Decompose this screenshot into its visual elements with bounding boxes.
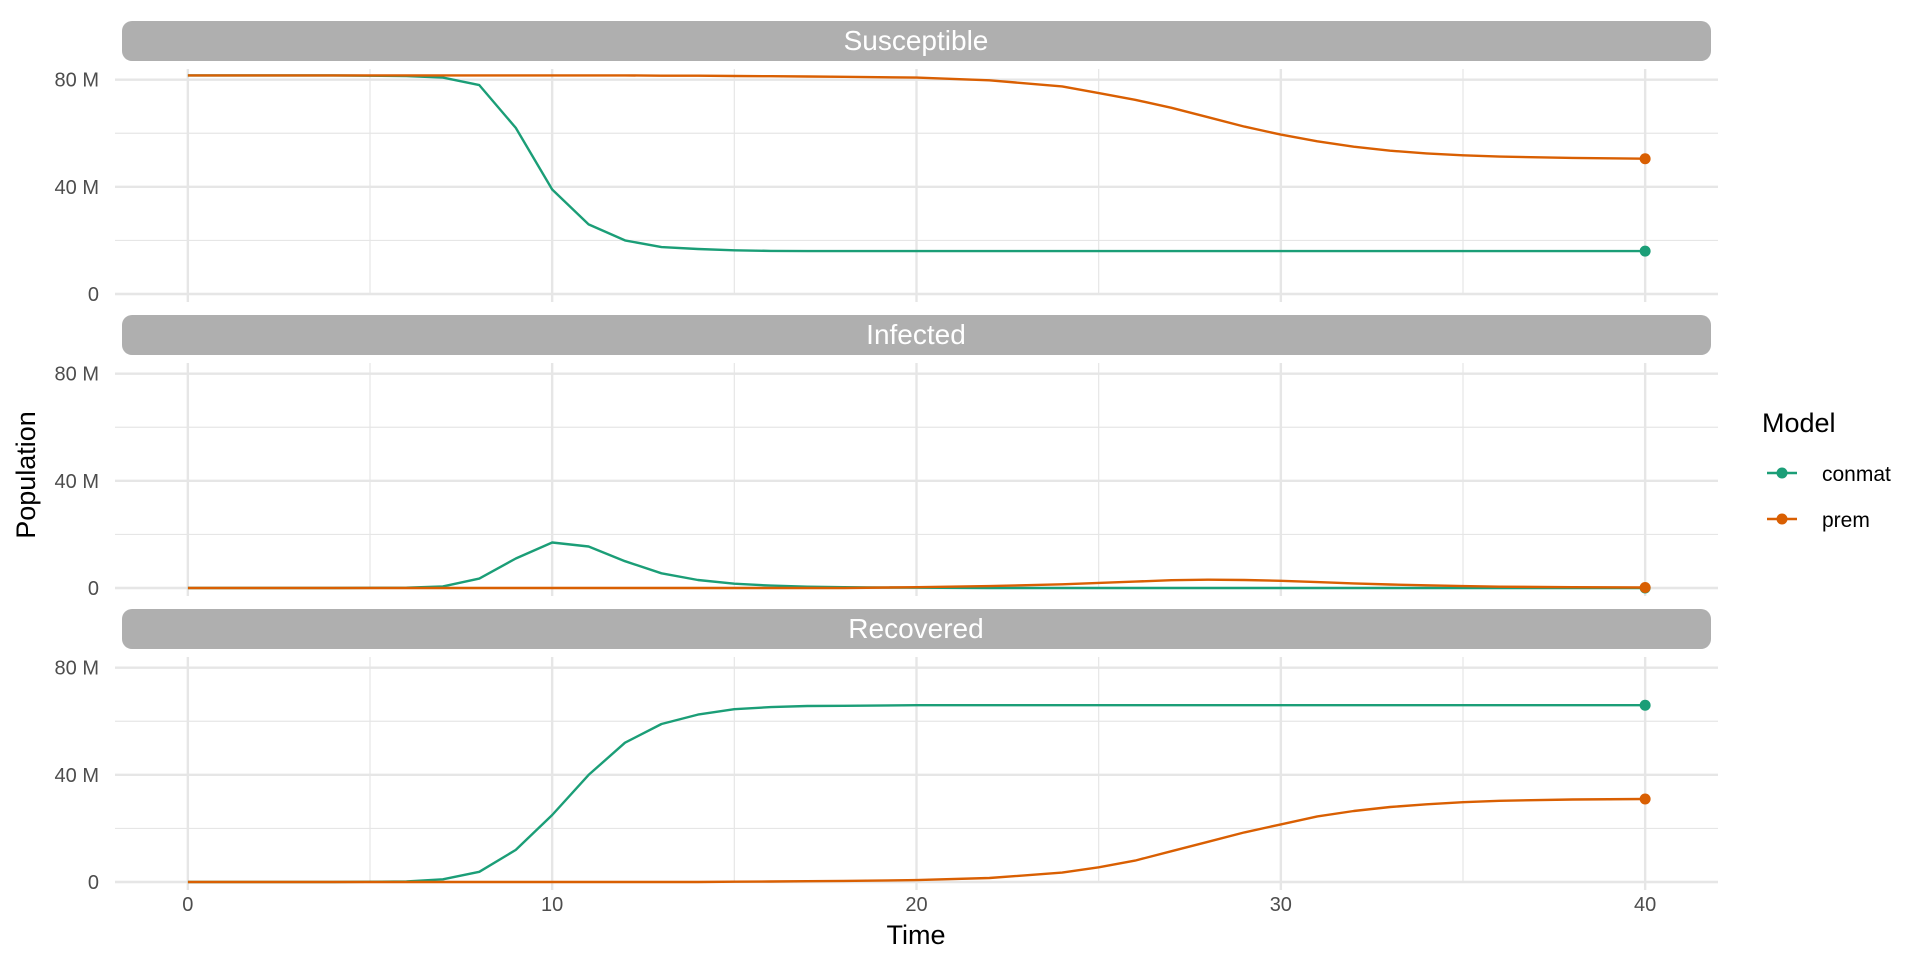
y-tick-label: 80 M bbox=[55, 658, 99, 680]
facet-strip-label: Susceptible bbox=[844, 25, 989, 56]
facet-panel-infected: Infected 0 40 M 80 M bbox=[55, 315, 1718, 600]
facet-strip-label: Infected bbox=[866, 319, 966, 350]
x-axis: 0 10 20 30 40 bbox=[182, 894, 1656, 916]
series-endpoint-prem bbox=[1639, 153, 1651, 165]
series-line-prem bbox=[187, 74, 1646, 160]
y-tick-label: 0 bbox=[88, 872, 99, 894]
series-endpoint-conmat bbox=[1639, 245, 1651, 257]
facet-strip bbox=[122, 21, 1711, 61]
legend-key-point bbox=[1776, 467, 1788, 479]
x-axis-title: Time bbox=[887, 920, 946, 950]
y-tick-label: 80 M bbox=[55, 364, 99, 386]
series-endpoint-prem bbox=[1639, 581, 1651, 593]
y-axis-title: Population bbox=[11, 411, 41, 539]
series-line-prem bbox=[187, 578, 1646, 590]
y-tick-label: 0 bbox=[88, 284, 99, 306]
x-tick-label: 30 bbox=[1270, 894, 1292, 916]
legend-key-point bbox=[1776, 513, 1788, 525]
x-tick-label: 20 bbox=[905, 894, 927, 916]
facet-panel-recovered: Recovered 0 40 M 80 M bbox=[55, 609, 1718, 894]
facet-strip-label: Recovered bbox=[848, 613, 983, 644]
series-endpoint-prem bbox=[1639, 793, 1651, 805]
y-tick-label: 40 M bbox=[55, 177, 99, 199]
facet-strip bbox=[122, 609, 1711, 649]
y-tick-label: 40 M bbox=[55, 765, 99, 787]
y-tick-label: 40 M bbox=[55, 471, 99, 493]
legend-title: Model bbox=[1762, 408, 1836, 438]
x-tick-label: 40 bbox=[1634, 894, 1656, 916]
legend-label: conmat bbox=[1822, 463, 1891, 486]
x-tick-label: 0 bbox=[182, 894, 193, 916]
legend-entry-conmat: conmat bbox=[1767, 463, 1891, 486]
series-endpoint-conmat bbox=[1639, 699, 1651, 711]
legend-label: prem bbox=[1822, 509, 1870, 532]
series-line-conmat bbox=[187, 74, 1646, 253]
legend: Model conmat prem bbox=[1762, 408, 1891, 532]
series-line-prem bbox=[187, 797, 1646, 884]
y-tick-label: 80 M bbox=[55, 70, 99, 92]
facet-panel-susceptible: Susceptible 0 40 M 80 M bbox=[55, 21, 1718, 306]
y-tick-label: 0 bbox=[88, 578, 99, 600]
facet-strip bbox=[122, 315, 1711, 355]
x-tick-label: 10 bbox=[541, 894, 563, 916]
legend-entry-prem: prem bbox=[1767, 509, 1870, 532]
series-line-conmat bbox=[187, 704, 1646, 884]
